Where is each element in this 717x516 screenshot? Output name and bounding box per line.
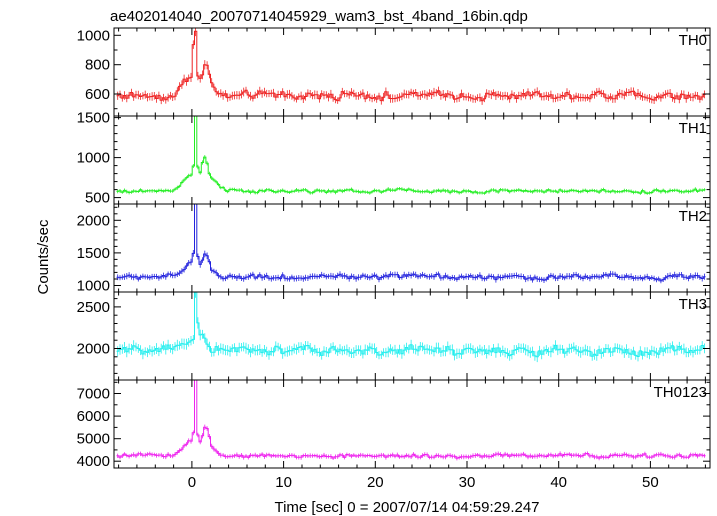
y-tick-label: 1500 [77, 245, 110, 262]
y-tick-label: 2000 [77, 212, 110, 229]
series-line [116, 292, 706, 358]
series-line [116, 204, 706, 282]
y-tick-label: 1000 [77, 278, 110, 295]
y-tick-label: 5000 [77, 431, 110, 448]
series-th1 [116, 116, 706, 195]
series-line [116, 30, 706, 102]
y-tick-label: 7000 [77, 386, 110, 403]
panel-label: TH0 [679, 32, 707, 49]
y-tick-label: 1500 [77, 110, 110, 127]
y-axis-label: Counts/sec [35, 219, 52, 295]
panel-th3: 2000 2500 TH3 [77, 291, 711, 381]
y-tick-label: 500 [85, 190, 110, 207]
error-bars [117, 292, 705, 363]
panel-th1: 500 1000 1500 TH1 [77, 110, 711, 207]
series-th0 [116, 28, 706, 105]
y-tick-label: 600 [85, 86, 110, 103]
x-axis-label: Time [sec] 0 = 2007/07/14 04:59:29.247 [274, 499, 539, 516]
panel-label: TH0123 [654, 384, 707, 401]
panel-label: TH3 [679, 296, 707, 313]
panel-label: TH2 [679, 208, 707, 225]
x-tick-label: 50 [642, 474, 659, 491]
y-tick-label: 2500 [77, 299, 110, 316]
panel-frame [113, 203, 711, 293]
error-bars [117, 424, 705, 461]
x-tick-label: 10 [275, 474, 292, 491]
y-tick-label: 6000 [77, 408, 110, 425]
series-line [116, 380, 706, 459]
error-bars [117, 250, 705, 284]
series-th2 [116, 204, 706, 284]
y-tick-label: 1000 [77, 27, 110, 44]
x-tick-label: 40 [550, 474, 567, 491]
y-tick-label: 1000 [77, 150, 110, 167]
y-tick-label: 4000 [77, 453, 110, 470]
chart-title: ae402014040_20070714045929_wam3_bst_4ban… [110, 8, 528, 25]
series-th0123 [116, 380, 706, 461]
panel-th0123: 4000 5000 6000 7000 TH0123 [77, 379, 711, 470]
y-tick-label: 2000 [77, 341, 110, 358]
error-bars [117, 155, 705, 195]
x-tick-label: 20 [367, 474, 384, 491]
x-tick-label: 30 [459, 474, 476, 491]
panel-th0: 600 800 1000 TH0 [77, 27, 711, 117]
series-th3 [116, 292, 706, 363]
y-tick-label: 800 [85, 57, 110, 74]
x-tick-label: 0 [188, 474, 196, 491]
panel-label: TH1 [679, 120, 707, 137]
series-line [116, 116, 706, 194]
